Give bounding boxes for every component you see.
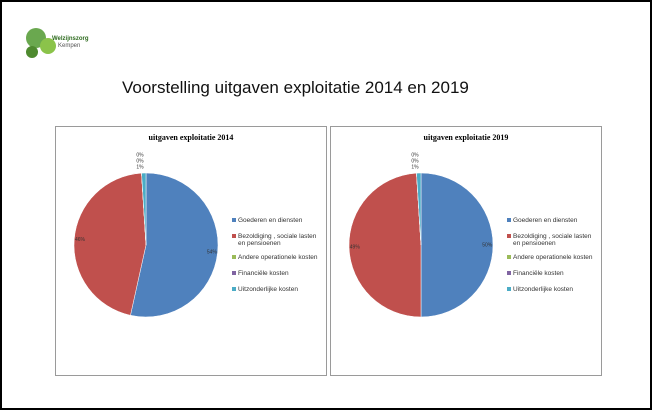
legend-swatch — [232, 218, 236, 222]
data-label: 0% — [136, 152, 144, 158]
logo-text: Kempen — [58, 43, 81, 49]
data-label: 1% — [411, 164, 419, 170]
data-label: 54% — [207, 250, 218, 256]
legend-item: Bezoldiging , sociale lasten en pensioen… — [507, 233, 597, 247]
legend-item: Uitzonderlijke kosten — [507, 286, 597, 293]
legend-swatch — [507, 234, 511, 238]
data-label: 46% — [75, 237, 86, 243]
legend-swatch — [507, 287, 511, 291]
pie-slice — [141, 172, 147, 246]
data-label: 0% — [136, 158, 144, 164]
pie-slice — [420, 172, 494, 318]
legend-item: Financiële kosten — [507, 270, 597, 277]
legend-swatch — [507, 255, 511, 259]
legend-item: Bezoldiging , sociale lasten en pensioen… — [232, 233, 322, 247]
data-label: 1% — [136, 164, 144, 170]
pie-slice — [73, 172, 147, 316]
legend-swatch — [507, 218, 511, 222]
legend-item: Financiële kosten — [232, 270, 322, 277]
pie-area: 50%49%0%0%1% — [348, 152, 494, 318]
legend-swatch — [232, 255, 236, 259]
legend-item: Andere operationele kosten — [507, 254, 597, 261]
legend-swatch — [232, 271, 236, 275]
legend-swatch — [507, 271, 511, 275]
pie-area: 54%46%0%0%1% — [73, 152, 219, 318]
chart-title: uitgaven exploitatie 2014 — [148, 133, 234, 142]
data-label: 0% — [411, 158, 419, 164]
legend-item: Andere operationele kosten — [232, 254, 322, 261]
slide-title: Voorstelling uitgaven exploitatie 2014 e… — [122, 78, 469, 97]
chart: uitgaven exploitatie 2014 54% 46% 0% 0% 1% Goe… — [55, 126, 327, 376]
chart-title: uitgaven exploitatie 2019 — [423, 133, 509, 142]
data-label: 0% — [411, 152, 419, 158]
legend-item: Goederen en diensten — [507, 217, 597, 224]
chart: uitgaven exploitatie 2019 50% 49% 0% 0% 1% Goe… — [330, 126, 602, 376]
pie-slice — [130, 172, 219, 318]
pie-slice — [416, 172, 422, 246]
logo-text: Welzijnszorg — [52, 36, 89, 42]
legend-item: Goederen en diensten — [232, 217, 322, 224]
data-label: 50% — [482, 242, 493, 248]
data-label: 49% — [350, 244, 361, 250]
logo — [26, 28, 56, 58]
legend-item: Uitzonderlijke kosten — [232, 286, 322, 293]
legend-swatch — [232, 287, 236, 291]
pie-slice — [348, 172, 422, 318]
legend-swatch — [232, 234, 236, 238]
